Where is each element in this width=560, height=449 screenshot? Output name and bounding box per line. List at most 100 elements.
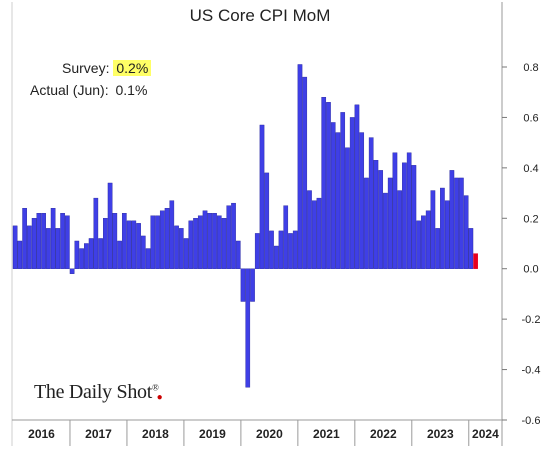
bar bbox=[402, 162, 407, 269]
bar bbox=[359, 132, 365, 269]
bar bbox=[140, 235, 146, 269]
bar bbox=[79, 248, 84, 269]
bar bbox=[136, 223, 141, 269]
bar bbox=[468, 228, 474, 269]
annotation-actual-label: Actual (Jun): bbox=[30, 82, 109, 98]
bar bbox=[297, 64, 303, 269]
x-tick-label: 2019 bbox=[199, 427, 226, 441]
bar bbox=[444, 200, 450, 269]
bar bbox=[102, 218, 108, 269]
bar bbox=[373, 160, 379, 269]
y-tick-label: -0.2 bbox=[522, 314, 541, 326]
bar bbox=[269, 230, 274, 269]
annotation-survey-label: Survey: bbox=[62, 60, 110, 76]
brand-mark: ® bbox=[152, 382, 159, 393]
bar bbox=[307, 190, 312, 269]
bar bbox=[392, 152, 398, 269]
bar bbox=[264, 172, 270, 269]
bar bbox=[430, 190, 436, 269]
bar bbox=[197, 215, 203, 269]
bar bbox=[245, 268, 251, 388]
bar bbox=[316, 197, 322, 269]
y-tick-label: 0.6 bbox=[523, 112, 538, 124]
bar bbox=[302, 76, 308, 269]
bar bbox=[231, 202, 236, 269]
bar bbox=[216, 215, 222, 269]
annotation-actual: Actual (Jun): 0.1% bbox=[30, 82, 150, 98]
bar bbox=[354, 104, 360, 269]
bar bbox=[150, 215, 156, 269]
bar bbox=[174, 225, 179, 269]
bar bbox=[221, 218, 227, 269]
bar bbox=[278, 230, 284, 269]
bar bbox=[178, 228, 184, 269]
bar bbox=[364, 177, 369, 269]
x-tick-label: 2016 bbox=[28, 427, 55, 441]
bar bbox=[36, 213, 42, 269]
bar bbox=[435, 228, 440, 269]
x-tick-label: 2020 bbox=[256, 427, 283, 441]
bar bbox=[164, 207, 170, 269]
bar bbox=[41, 213, 46, 269]
bar bbox=[459, 177, 464, 269]
bar bbox=[335, 132, 341, 269]
x-tick-label: 2022 bbox=[370, 427, 397, 441]
bar bbox=[74, 240, 80, 269]
bar bbox=[226, 205, 232, 269]
bar bbox=[93, 197, 99, 269]
annotation-survey-value: 0.2% bbox=[113, 60, 152, 76]
bar bbox=[84, 243, 89, 269]
y-tick-label: 0.8 bbox=[523, 62, 538, 74]
bar bbox=[126, 220, 132, 269]
bar bbox=[349, 117, 355, 269]
bar bbox=[425, 210, 431, 269]
bar bbox=[397, 190, 402, 269]
bar bbox=[273, 245, 279, 269]
bar bbox=[188, 220, 194, 269]
x-tick-label: 2021 bbox=[313, 427, 340, 441]
bar bbox=[107, 182, 113, 269]
bar bbox=[250, 268, 255, 302]
bar bbox=[326, 102, 331, 269]
bar bbox=[345, 147, 350, 269]
bar bbox=[155, 215, 160, 269]
y-tick-label: 0.0 bbox=[523, 264, 538, 276]
bar bbox=[368, 137, 374, 269]
y-tick-label: -0.4 bbox=[522, 365, 541, 377]
bar bbox=[27, 225, 32, 269]
bar bbox=[17, 240, 23, 269]
bar bbox=[292, 230, 298, 269]
bar bbox=[145, 248, 151, 269]
x-tick-label: 2024 bbox=[472, 427, 499, 441]
bar bbox=[416, 220, 421, 269]
y-tick-label: 0.4 bbox=[523, 163, 538, 175]
bar bbox=[311, 200, 317, 269]
bar bbox=[212, 213, 217, 269]
bar bbox=[112, 213, 118, 269]
bar bbox=[330, 122, 336, 269]
x-tick-label: 2018 bbox=[142, 427, 169, 441]
bar bbox=[340, 112, 346, 269]
bar bbox=[254, 233, 260, 269]
bar bbox=[463, 195, 469, 269]
bar bbox=[117, 240, 122, 269]
bar bbox=[60, 213, 65, 269]
bar bbox=[22, 207, 27, 269]
bar bbox=[98, 238, 103, 269]
bar bbox=[383, 192, 388, 269]
bar bbox=[131, 220, 137, 269]
y-tick-label: 0.2 bbox=[523, 213, 538, 225]
bar bbox=[411, 165, 417, 269]
annotation-survey: Survey: 0.2% bbox=[62, 60, 152, 76]
bar bbox=[240, 268, 246, 302]
bar bbox=[207, 213, 213, 269]
bar bbox=[440, 187, 445, 269]
y-tick-label: -0.6 bbox=[522, 415, 541, 427]
bar bbox=[65, 215, 70, 269]
annotation-actual-value: 0.1% bbox=[115, 82, 148, 98]
bar bbox=[169, 200, 175, 269]
bar bbox=[121, 213, 127, 269]
bar bbox=[387, 177, 393, 269]
bar bbox=[69, 268, 75, 274]
